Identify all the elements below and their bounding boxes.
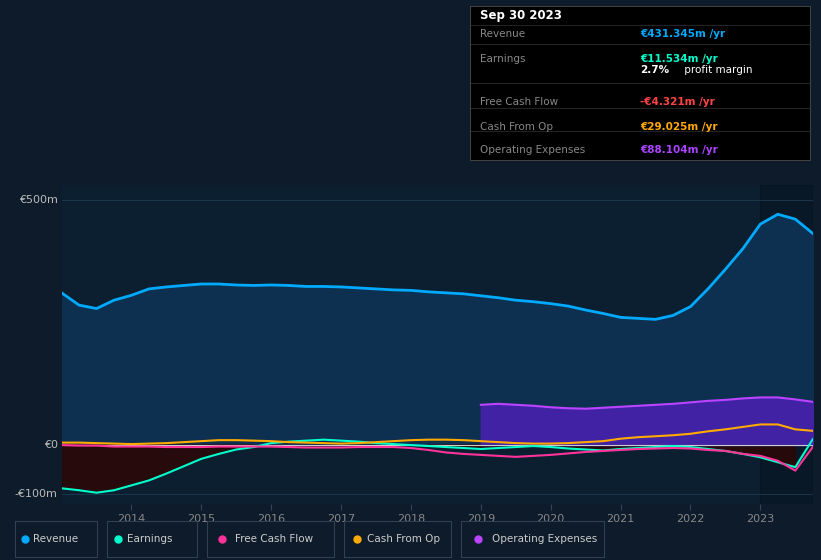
- Text: -€4.321m /yr: -€4.321m /yr: [640, 97, 715, 107]
- Text: Earnings: Earnings: [126, 534, 172, 544]
- Text: €500m: €500m: [19, 194, 57, 204]
- Text: Revenue: Revenue: [479, 30, 525, 39]
- Text: Free Cash Flow: Free Cash Flow: [235, 534, 313, 544]
- Text: Sep 30 2023: Sep 30 2023: [479, 9, 562, 22]
- Text: €431.345m /yr: €431.345m /yr: [640, 30, 725, 39]
- Text: €0: €0: [44, 440, 57, 450]
- Text: 2.7%: 2.7%: [640, 65, 669, 75]
- Text: Operating Expenses: Operating Expenses: [493, 534, 598, 544]
- Text: €88.104m /yr: €88.104m /yr: [640, 145, 718, 155]
- Text: Cash From Op: Cash From Op: [479, 122, 553, 132]
- Text: €11.534m /yr: €11.534m /yr: [640, 54, 718, 64]
- Text: Operating Expenses: Operating Expenses: [479, 145, 585, 155]
- Text: -€100m: -€100m: [15, 489, 57, 499]
- Text: profit margin: profit margin: [681, 65, 752, 75]
- Text: Cash From Op: Cash From Op: [368, 534, 441, 544]
- Text: Free Cash Flow: Free Cash Flow: [479, 97, 558, 107]
- Text: €29.025m /yr: €29.025m /yr: [640, 122, 718, 132]
- Text: Earnings: Earnings: [479, 54, 525, 64]
- Text: Revenue: Revenue: [33, 534, 78, 544]
- Bar: [760, 185, 813, 504]
